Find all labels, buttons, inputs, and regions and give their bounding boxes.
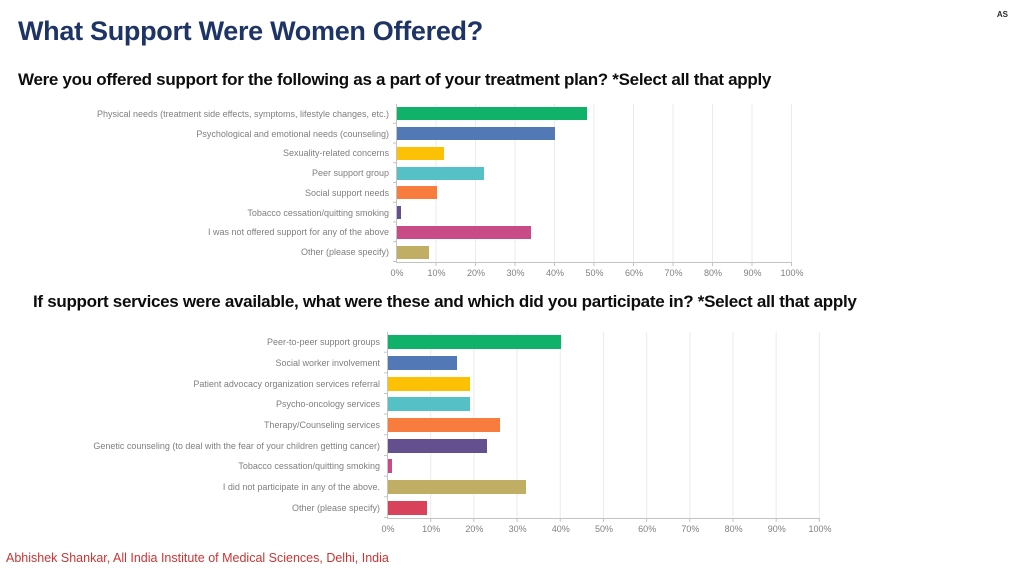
category-label: I was not offered support for any of the…	[208, 227, 389, 238]
x-axis-tickmarks	[388, 518, 820, 522]
x-axis-labels: 0% 10% 20% 30% 40% 50% 60% 70% 80% 90% 100%	[390, 262, 803, 280]
bar	[388, 500, 427, 515]
category-label: Peer-to-peer support groups	[266, 337, 380, 348]
x-tick-label: 10%	[427, 268, 446, 278]
bar-row	[397, 124, 792, 144]
x-tick-label: 90%	[743, 268, 762, 278]
bar	[397, 206, 401, 220]
plot-area: 0% 10% 20% 30% 40% 50% 60% 70% 80% 90% 100%	[390, 104, 804, 278]
bar-row	[388, 373, 820, 394]
x-tick-label: 0%	[381, 524, 395, 534]
bar-row	[388, 415, 820, 436]
bar-row	[388, 477, 820, 498]
x-tick-label: 0%	[390, 268, 404, 278]
question-1-heading: Were you offered support for the followi…	[18, 70, 772, 89]
category-label: Psychological and emotional needs (couns…	[196, 128, 389, 139]
bar	[388, 480, 527, 495]
category-axis: Peer-to-peer support groups Social worker…	[0, 332, 387, 518]
category-label: Patient advocacy organization services r…	[193, 378, 380, 389]
bar	[388, 418, 501, 433]
category-label: Social worker involvement	[275, 358, 380, 368]
x-tick-label: 100%	[780, 268, 804, 278]
x-tick-label: 20%	[466, 268, 486, 278]
bar	[397, 127, 555, 141]
question-2-heading: If support services were available, what…	[33, 292, 857, 311]
bar	[388, 356, 458, 370]
bar-row	[397, 203, 792, 223]
x-tick-label: 80%	[703, 268, 723, 278]
bar-row	[388, 332, 820, 353]
category-label: Other (please specify)	[300, 247, 389, 258]
x-tick-label: 70%	[681, 524, 700, 534]
bar	[397, 245, 429, 259]
bar-row	[397, 242, 792, 262]
category-label: Sexuality-related concerns	[282, 148, 389, 159]
bar-row	[397, 223, 792, 243]
bar	[397, 146, 445, 160]
x-axis-labels: 0% 10% 20% 30% 40% 50% 60% 70% 80% 90% 100%	[381, 518, 831, 536]
bar	[388, 438, 488, 453]
bar	[388, 459, 393, 474]
bar-row	[388, 394, 820, 415]
category-label: Tobacco cessation/quitting smoking	[247, 207, 389, 218]
x-tick-label: 50%	[594, 524, 614, 534]
bar-row	[388, 353, 820, 374]
category-label: Therapy/Counseling services	[263, 420, 380, 431]
bar-row	[388, 435, 820, 456]
x-tick-label: 20%	[465, 524, 484, 534]
x-tick-label: 60%	[624, 268, 644, 278]
bar-chart-support-participated: Peer-to-peer support groups Social worker…	[0, 332, 832, 534]
x-tick-label: 50%	[585, 268, 604, 278]
bar-row	[397, 163, 792, 183]
bar-row	[397, 104, 792, 124]
bar	[397, 186, 437, 200]
bar	[397, 107, 587, 121]
category-label: Tobacco cessation/quitting smoking	[238, 461, 380, 472]
x-tick-label: 80%	[724, 524, 743, 534]
category-label: I did not participate in any of the abov…	[222, 482, 380, 493]
bar-row	[397, 144, 792, 164]
category-label: Genetic counseling (to deal with the fea…	[93, 440, 380, 451]
x-tick-label: 30%	[506, 268, 525, 278]
bar	[388, 335, 561, 350]
category-axis: Physical needs (treatment side effects, …	[0, 104, 396, 262]
bar	[388, 376, 471, 391]
category-label: Physical needs (treatment side effects, …	[97, 108, 389, 119]
bar	[397, 166, 484, 180]
bar-row	[388, 497, 820, 518]
category-label: Peer support group	[311, 168, 389, 179]
bar	[388, 397, 471, 412]
plot-area: 0% 10% 20% 30% 40% 50% 60% 70% 80% 90% 100%	[381, 332, 832, 534]
watermark-initials: AS	[996, 10, 1008, 19]
x-tick-label: 10%	[422, 524, 441, 534]
bar-row	[388, 456, 820, 477]
x-tick-label: 70%	[664, 268, 683, 278]
slide-title: What Support Were Women Offered?	[18, 16, 483, 46]
x-tick-label: 90%	[767, 524, 786, 534]
bar-chart-support-offered: Physical needs (treatment side effects, …	[0, 104, 804, 278]
x-tick-label: 30%	[508, 524, 527, 534]
author-credit: Abhishek Shankar, All India Institute of…	[6, 551, 389, 565]
category-label: Social support needs	[304, 187, 389, 198]
bar-row	[397, 183, 792, 203]
bar	[397, 225, 532, 239]
category-label: Psycho-oncology services	[275, 399, 380, 410]
category-label: Other (please specify)	[291, 502, 380, 513]
x-tick-label: 60%	[638, 524, 657, 534]
x-tick-label: 40%	[545, 268, 565, 278]
x-tick-label: 100%	[808, 524, 832, 534]
x-tick-label: 40%	[551, 524, 570, 534]
x-axis-tickmarks	[397, 262, 792, 266]
